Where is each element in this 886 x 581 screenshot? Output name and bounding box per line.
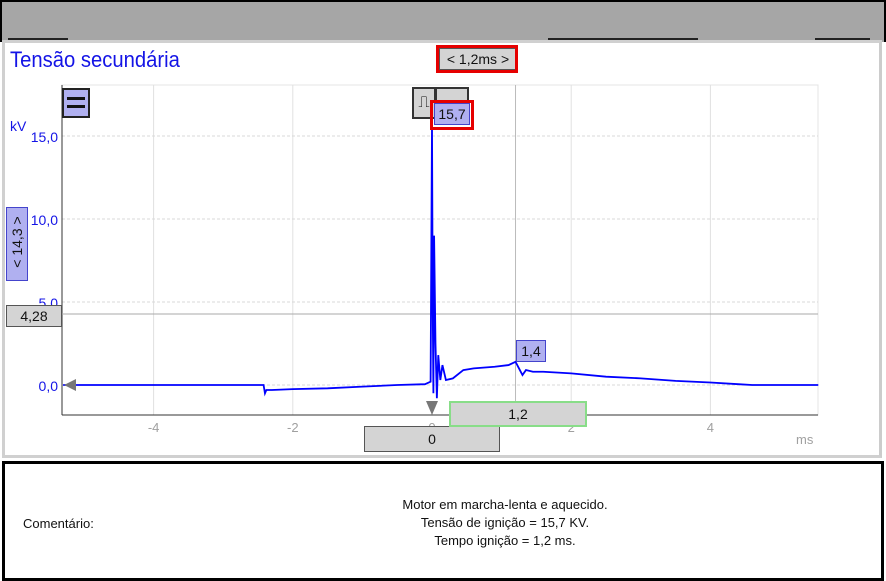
- comment-line: Tensão de ignição = 15,7 KV.: [420, 515, 590, 530]
- second-peak-label: 1,4: [516, 340, 546, 362]
- menu-icon: [67, 97, 85, 100]
- y-tick-label: 15,0: [31, 129, 58, 145]
- comment-text: Motor em marcha-lenta e aquecido. Tensão…: [305, 496, 705, 550]
- toolbar-divider: [815, 38, 870, 40]
- voltage-span-label: < 14,3 >: [6, 207, 28, 281]
- cursor-zero-handle[interactable]: 0: [364, 426, 500, 452]
- zero-level-marker-icon: [64, 379, 76, 391]
- top-toolbar: [0, 0, 886, 42]
- x-tick-label: -2: [287, 420, 299, 435]
- y-axis-label: kV: [10, 118, 27, 134]
- menu-button[interactable]: [62, 88, 90, 118]
- y-tick-label: 0,0: [39, 378, 59, 394]
- toolbar-divider: [8, 38, 68, 40]
- peak-value-label: 15,7: [434, 103, 470, 125]
- comment-line: Motor em marcha-lenta e aquecido.: [402, 497, 608, 512]
- highlight-box: [436, 45, 518, 73]
- comment-box: Comentário: Motor em marcha-lenta e aque…: [2, 461, 884, 581]
- comment-line: Tempo ignição = 1,2 ms.: [434, 533, 576, 548]
- trigger-marker-icon: [426, 401, 438, 415]
- x-tick-label: 4: [707, 420, 714, 435]
- trace-line: [63, 124, 819, 399]
- x-axis-label: ms: [796, 432, 814, 447]
- highlight-box: [430, 100, 474, 130]
- toolbar-divider: [548, 38, 698, 40]
- cursor-time-handle[interactable]: 1,2: [449, 401, 587, 427]
- horizontal-cursor-handle[interactable]: 4,28: [6, 305, 62, 327]
- x-tick-label: -4: [148, 420, 160, 435]
- y-tick-label: 10,0: [31, 212, 58, 228]
- x-tick-label: 2: [568, 420, 575, 435]
- time-span-label: < 1,2ms >: [439, 48, 517, 70]
- comment-label: Comentário:: [23, 516, 94, 531]
- chart-title: Tensão secundária: [10, 47, 180, 72]
